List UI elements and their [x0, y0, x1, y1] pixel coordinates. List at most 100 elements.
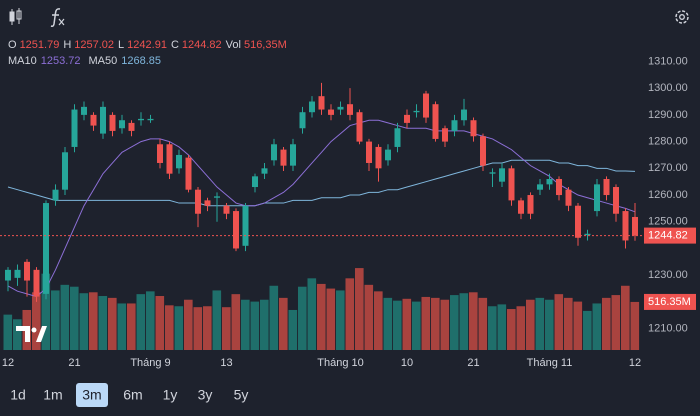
range-button-selected[interactable] [76, 383, 108, 407]
candle-body [594, 184, 600, 212]
volume-bar [450, 295, 459, 350]
legend-text: MA10 [8, 55, 37, 67]
candle-body [147, 118, 154, 121]
volume-bar [564, 297, 573, 350]
candle-body [613, 187, 619, 214]
candle-body [109, 114, 116, 131]
chart-type-button[interactable] [9, 8, 22, 25]
candle-body [138, 118, 144, 121]
volume-bar [554, 294, 564, 350]
volume-bar [165, 305, 174, 350]
candle-body [242, 205, 249, 246]
range-button[interactable]: 5y [234, 387, 249, 403]
volume-bar [41, 273, 51, 350]
volume-bar [3, 314, 13, 350]
volume-bar [345, 278, 355, 350]
candle-body [62, 152, 68, 190]
volume-bar [592, 303, 602, 350]
volume-bar [336, 290, 345, 350]
volume-bar [269, 285, 279, 350]
range-button[interactable]: 6m [123, 387, 142, 403]
volume-bar [374, 291, 383, 350]
y-tick-label: 1270.00 [648, 162, 688, 174]
volume-bar [412, 301, 421, 350]
candle-body [280, 149, 287, 166]
volume-bar [326, 288, 336, 350]
candle-body [166, 144, 173, 174]
candle-body [185, 157, 192, 190]
candle-body [271, 144, 277, 161]
y-tick-label: 1300.00 [648, 82, 688, 94]
range-button[interactable]: 1m [43, 387, 62, 403]
legend-text: MA50 [89, 55, 118, 67]
range-buttons: 1d 1m 3m 6m 1y 3y 5y [10, 383, 248, 407]
candle-body [546, 179, 553, 185]
last-price-badge [644, 227, 696, 244]
candle-body [261, 168, 268, 174]
candle-body [214, 196, 220, 198]
volume-bar [621, 285, 630, 350]
range-button[interactable]: 3m [82, 387, 101, 403]
candle-body [518, 200, 524, 214]
volume-bar [51, 290, 60, 350]
plot-area [0, 82, 642, 350]
legend-text: O [8, 39, 17, 51]
legend-text: 1251.79 [20, 39, 60, 51]
indicators-button[interactable] [50, 8, 65, 27]
volume-badge [644, 293, 696, 310]
x-tick-label: Tháng 11 [527, 357, 573, 369]
candle-body [632, 216, 638, 236]
volume-bar [32, 292, 41, 350]
x-tick-label: 12 [629, 357, 641, 369]
range-button[interactable]: 1d [10, 387, 26, 403]
candle-body [356, 112, 363, 142]
legend: O 1251.79 H 1257.02 L 1242.91 C 1244.82 Vol 516,3… [8, 39, 287, 67]
y-tick-label: 1310.00 [648, 55, 688, 67]
volume-bar [13, 319, 22, 350]
candle-body [71, 109, 78, 147]
volume-bar [478, 297, 488, 350]
volume-bar [383, 297, 393, 350]
volume-bar [402, 298, 412, 350]
x-tick-label: 13 [220, 357, 232, 369]
ma10-line [7, 119, 636, 298]
legend-text: 1257.02 [74, 39, 114, 51]
x-tick-label: 10 [401, 357, 413, 369]
volume-bar [393, 300, 402, 350]
volume-bar [146, 291, 155, 350]
volume-bar [497, 304, 507, 350]
volume-badge-label: 516.35M [648, 296, 691, 308]
range-button[interactable]: 3y [198, 387, 213, 403]
candle-body [508, 168, 515, 201]
x-tick-label: 12 [2, 357, 14, 369]
volume-bar [459, 293, 469, 350]
x-tick-label: Tháng 9 [130, 357, 170, 369]
settings-button[interactable] [675, 10, 689, 24]
volume-bar [241, 299, 250, 350]
y-tick-label: 1290.00 [648, 109, 688, 121]
volume-bar [355, 268, 364, 350]
volume-bar [545, 299, 554, 350]
volume-bar [630, 301, 640, 350]
candle-body [195, 189, 201, 214]
candle-body [347, 104, 353, 115]
legend-text: H [63, 39, 71, 51]
candle-body [176, 154, 182, 169]
x-tick-label: 21 [68, 357, 80, 369]
volume-bar [108, 297, 117, 350]
candle-body [33, 269, 40, 297]
candle-body [81, 106, 87, 115]
legend-text: 1242.91 [127, 39, 167, 51]
volume-bar [526, 299, 535, 350]
range-button[interactable]: 1y [163, 387, 178, 403]
volume-bar [488, 306, 497, 350]
volume-bar [440, 299, 450, 350]
volume-bar [611, 295, 621, 350]
last-price-label: 1244.82 [648, 230, 688, 242]
volume-bar [127, 303, 136, 350]
legend-text: Vol [226, 39, 241, 51]
x-tick-label: Tháng 10 [317, 357, 363, 369]
volume-bar [212, 290, 222, 350]
candle-body [318, 96, 325, 110]
